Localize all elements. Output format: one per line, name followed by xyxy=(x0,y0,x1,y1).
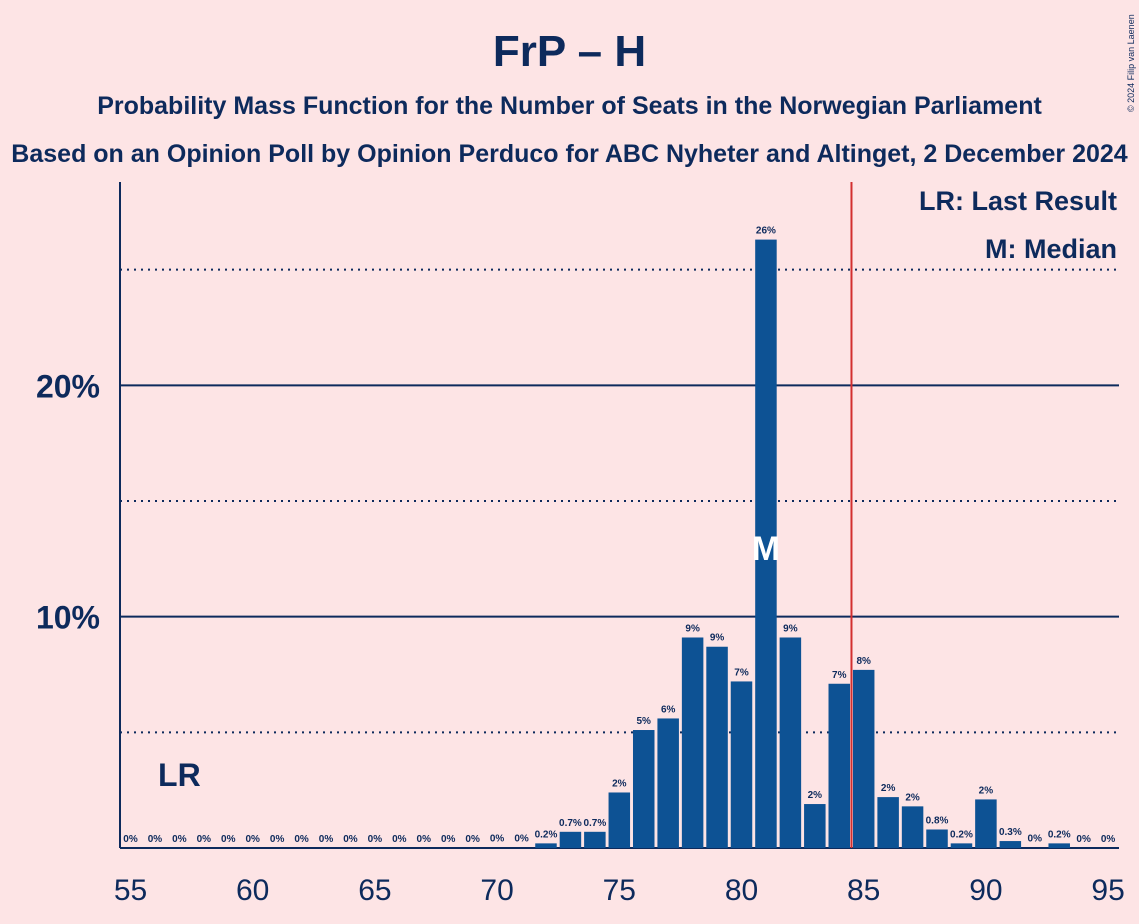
bar-seat-83 xyxy=(804,804,826,848)
bar-label-seat-73: 0.7% xyxy=(559,818,582,829)
bar-seat-79 xyxy=(706,646,728,848)
bar-label-seat-71: 0% xyxy=(514,834,529,845)
bar-seat-93 xyxy=(1048,843,1070,848)
x-tick-label: 55 xyxy=(114,874,147,907)
x-axis-tick-labels: 55 60 65 70 75 80 85 90 95 xyxy=(114,874,1125,907)
bar-label-seat-80: 7% xyxy=(734,667,749,678)
bar-label-seat-85: 8% xyxy=(856,656,871,667)
bar-label-seat-62: 0% xyxy=(294,834,309,845)
median-marker: M xyxy=(752,530,780,568)
x-tick-label: 70 xyxy=(480,874,513,907)
bar-label-seat-64: 0% xyxy=(343,834,358,845)
last-result-marker: LR xyxy=(158,757,201,793)
bar-label-seat-56: 0% xyxy=(148,834,163,845)
bar-label-seat-89: 0.2% xyxy=(950,829,973,840)
bar-label-seat-79: 9% xyxy=(710,633,725,644)
legend-median: M: Median xyxy=(985,234,1117,264)
y-axis-tick-labels: 10% 20% xyxy=(36,368,100,635)
bar-label-seat-78: 9% xyxy=(685,623,700,634)
x-tick-label: 85 xyxy=(847,874,880,907)
bar-label-seat-81: 26% xyxy=(756,226,776,237)
bar-label-seat-86: 2% xyxy=(881,783,896,794)
bar-seat-74 xyxy=(584,831,606,848)
bar-label-seat-69: 0% xyxy=(465,834,480,845)
bar-label-seat-94: 0% xyxy=(1076,834,1091,845)
bar-label-seat-63: 0% xyxy=(319,834,334,845)
bar-label-seat-75: 2% xyxy=(612,778,627,789)
bar-label-seat-61: 0% xyxy=(270,834,285,845)
bar-seat-90 xyxy=(975,799,997,848)
bar-label-seat-90: 2% xyxy=(979,785,994,796)
bar-label-seat-55: 0% xyxy=(123,834,138,845)
bar-seat-75 xyxy=(608,792,631,848)
bar-label-seat-93: 0.2% xyxy=(1048,829,1071,840)
bar-seat-72 xyxy=(535,843,557,848)
bar-label-seat-88: 0.8% xyxy=(926,815,949,826)
bar-label-seat-68: 0% xyxy=(441,834,456,845)
bar-label-seat-66: 0% xyxy=(392,834,407,845)
y-tick-label: 10% xyxy=(36,600,100,636)
bar-label-seat-58: 0% xyxy=(197,834,212,845)
chart-subtitle-line-1: Probability Mass Function for the Number… xyxy=(97,92,1042,120)
bar-seat-82 xyxy=(779,637,802,848)
bars xyxy=(535,239,1070,849)
bar-seat-91 xyxy=(999,841,1022,848)
bar-label-seat-65: 0% xyxy=(368,834,383,845)
bar-label-seat-59: 0% xyxy=(221,834,236,845)
legend-last-result: LR: Last Result xyxy=(919,186,1117,216)
bar-seat-81 xyxy=(755,239,777,849)
bar-seat-85 xyxy=(852,669,875,848)
bar-seat-73 xyxy=(559,831,582,848)
bar-seat-77 xyxy=(657,718,679,848)
bar-seat-76 xyxy=(632,730,655,848)
x-tick-label: 75 xyxy=(603,874,636,907)
chart-subtitle-line-2: Based on an Opinion Poll by Opinion Perd… xyxy=(11,140,1127,168)
x-tick-label: 65 xyxy=(358,874,391,907)
bar-seat-87 xyxy=(901,806,924,848)
bar-label-seat-82: 9% xyxy=(783,623,798,634)
bar-label-seat-91: 0.3% xyxy=(999,827,1022,838)
bar-label-seat-67: 0% xyxy=(417,834,432,845)
y-tick-label: 20% xyxy=(36,368,100,404)
bar-label-seat-72: 0.2% xyxy=(535,829,558,840)
gridlines xyxy=(120,268,1119,849)
bar-label-seat-76: 5% xyxy=(637,716,652,727)
bar-seat-80 xyxy=(730,681,753,848)
bar-label-seat-60: 0% xyxy=(245,834,260,845)
bar-seat-88 xyxy=(926,829,948,848)
bar-label-seat-95: 0% xyxy=(1101,834,1116,845)
bar-seat-89 xyxy=(950,843,973,848)
bar-label-seat-57: 0% xyxy=(172,834,187,845)
x-tick-label: 80 xyxy=(725,874,758,907)
x-tick-label: 60 xyxy=(236,874,269,907)
x-tick-label: 90 xyxy=(969,874,1002,907)
bar-seat-78 xyxy=(681,637,704,848)
bar-value-labels: 0% 0% 0% 0% 0% 0% 0% 0% 0% 0% 0% 0% 0% 0% 0% 0% 0% 0.2%0.… xyxy=(123,226,1115,845)
bar-label-seat-70: 0% xyxy=(490,834,505,845)
bar-label-seat-92: 0% xyxy=(1028,834,1043,845)
bar-label-seat-77: 6% xyxy=(661,704,676,715)
chart-title: FrP – H xyxy=(493,27,646,76)
bar-label-seat-83: 2% xyxy=(808,790,823,801)
bar-label-seat-87: 2% xyxy=(905,792,920,803)
bar-seat-86 xyxy=(877,797,899,848)
bar-seat-84 xyxy=(828,683,851,848)
copyright-notice: © 2024 Filip van Laenen xyxy=(1126,14,1136,112)
x-tick-label: 95 xyxy=(1091,874,1124,907)
bar-label-seat-74: 0.7% xyxy=(583,818,606,829)
bar-label-seat-84: 7% xyxy=(832,670,847,681)
